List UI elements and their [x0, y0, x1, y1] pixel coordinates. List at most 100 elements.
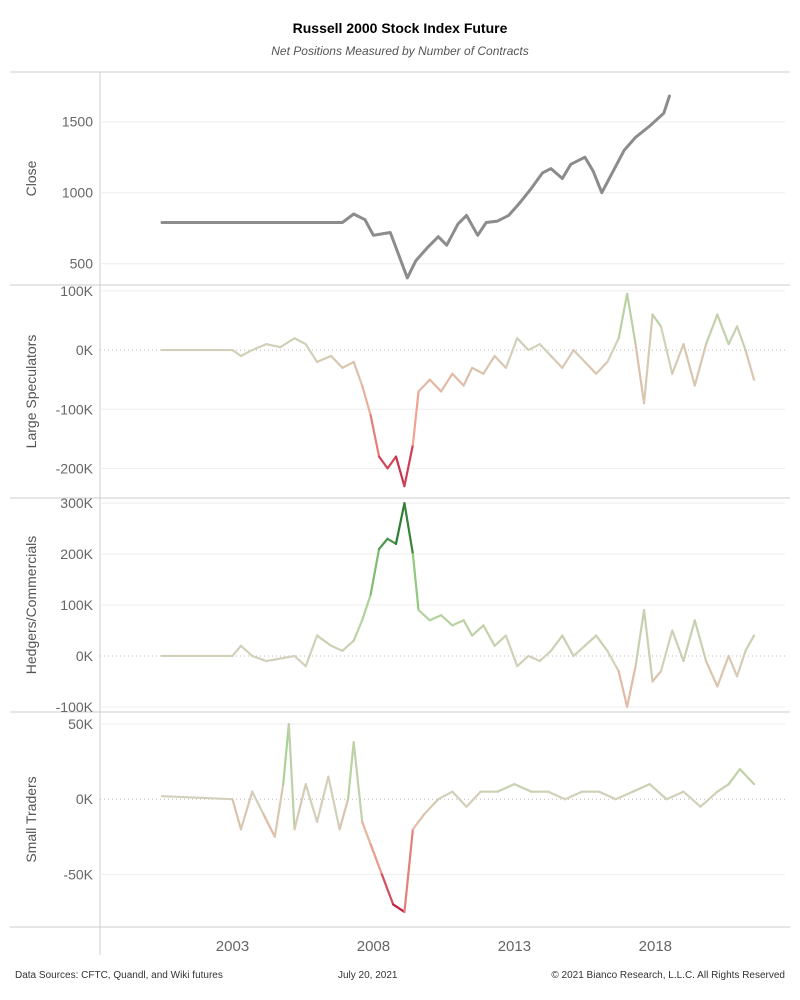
net-position-segment [304, 343, 319, 364]
net-position-segment [470, 366, 485, 375]
net-position-segment [626, 292, 637, 346]
y-tick-label: 300K [60, 495, 93, 511]
net-position-segment [462, 366, 474, 387]
net-position-segment [583, 634, 598, 647]
net-position-segment [251, 654, 268, 663]
y-tick-label: -100K [56, 699, 94, 715]
net-position-segment [682, 619, 696, 663]
y-axis-title: Hedgers/Commercials [23, 536, 39, 674]
net-position-segment [239, 348, 254, 358]
net-position-segment [265, 343, 282, 349]
net-position-segment [597, 790, 617, 801]
net-position-segment [735, 325, 747, 352]
net-position-segment [386, 537, 398, 545]
net-position-segment [671, 343, 685, 375]
net-position-segment [352, 360, 364, 387]
net-position-segment [394, 501, 406, 545]
net-position-segment [651, 313, 663, 328]
net-position-segment [527, 654, 541, 663]
net-position-segment [423, 798, 440, 816]
net-position-segment [614, 790, 634, 801]
net-position-segment [377, 537, 389, 551]
net-position-segment [595, 360, 609, 375]
net-position-segment [369, 843, 383, 876]
net-position-segment [659, 629, 674, 673]
publication-date: July 20, 2021 [338, 970, 398, 981]
net-position-segment [693, 343, 708, 387]
net-position-segment [273, 783, 285, 838]
net-position-segment [437, 790, 454, 801]
net-position-segment [265, 657, 282, 663]
net-position-segment [380, 873, 395, 906]
net-position-segment [504, 634, 519, 668]
net-position-segment [293, 783, 307, 831]
y-tick-label: -50K [63, 866, 93, 882]
net-position-segment [631, 783, 651, 793]
net-position-segment [744, 634, 756, 652]
net-position-segment [315, 634, 333, 647]
net-position-segment [527, 343, 541, 352]
net-position-segment [304, 634, 319, 668]
net-position-segment [386, 455, 398, 470]
net-position-segment [279, 654, 296, 660]
net-position-segment [493, 634, 508, 647]
net-position-segment [682, 343, 696, 387]
net-position-segment [451, 372, 465, 387]
net-position-segment [504, 337, 519, 369]
net-position-segment [648, 783, 668, 801]
net-position-segment [617, 292, 629, 340]
y-tick-label: 1500 [62, 114, 93, 130]
net-position-segment [403, 501, 415, 556]
y-tick-label: 50K [68, 716, 94, 732]
net-position-segment [617, 670, 629, 709]
y-tick-label: 500 [70, 256, 94, 272]
y-tick-label: 100K [60, 283, 93, 299]
net-position-segment [547, 790, 567, 801]
net-position-segment [417, 378, 431, 393]
net-position-segment [315, 775, 330, 823]
net-position-segment [744, 348, 756, 381]
net-position-segment [231, 644, 243, 658]
net-position-segment [330, 354, 344, 369]
net-position-segment [451, 790, 468, 808]
net-position-segment [606, 649, 620, 673]
net-position-segment [493, 354, 508, 369]
net-position-segment [482, 354, 496, 375]
net-position-segment [572, 348, 586, 364]
x-tick-label: 2008 [357, 938, 390, 955]
x-tick-label: 2003 [216, 938, 249, 955]
net-position-segment [369, 414, 381, 458]
net-position-segment [330, 644, 344, 652]
x-tick-label: 2018 [639, 938, 672, 955]
net-position-segment [727, 654, 739, 678]
net-position-segment [361, 820, 372, 846]
net-position-segment [682, 790, 702, 808]
net-position-segment [549, 354, 564, 369]
y-tick-label: -200K [56, 460, 94, 476]
net-position-segment [572, 644, 586, 658]
net-position-segment [293, 654, 307, 668]
net-position-segment [346, 740, 355, 801]
net-position-segment [549, 634, 564, 652]
net-position-segment [462, 619, 474, 637]
net-position-segment [417, 608, 431, 622]
net-position-segment [251, 343, 268, 352]
y-tick-label: 0K [76, 648, 94, 664]
y-axis-title: Close [23, 160, 39, 196]
chart-subtitle: Net Positions Measured by Number of Cont… [271, 44, 529, 58]
net-position-segment [727, 325, 739, 346]
net-position-segment [513, 783, 533, 793]
net-position-segment [642, 608, 654, 683]
net-position-segment [538, 649, 553, 663]
net-position-segment [465, 790, 482, 808]
net-position-segment [279, 337, 296, 349]
net-position-segment [642, 313, 654, 405]
y-tick-label: 1000 [62, 185, 93, 201]
y-axis-title: Large Speculators [23, 335, 39, 449]
net-position-segment [671, 629, 685, 663]
net-position-segment [583, 360, 598, 375]
y-axis-title: Small Traders [23, 776, 39, 862]
net-position-segment [439, 614, 454, 627]
net-position-segment [704, 659, 719, 688]
